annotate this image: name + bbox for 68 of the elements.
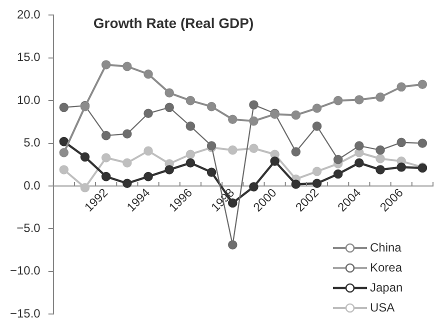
point bbox=[376, 92, 385, 102]
point bbox=[291, 180, 301, 189]
point bbox=[186, 150, 196, 160]
legend-label: Korea bbox=[370, 260, 402, 274]
point bbox=[270, 156, 280, 166]
chart-title: Growth Rate (Real GDP) bbox=[93, 15, 254, 32]
point bbox=[186, 96, 196, 106]
point bbox=[418, 138, 428, 148]
y-tick-label: −10.0 bbox=[10, 264, 41, 278]
point bbox=[101, 172, 111, 182]
point bbox=[396, 82, 406, 92]
y-tick-label: 5.0 bbox=[24, 136, 41, 150]
point bbox=[376, 145, 385, 155]
point bbox=[376, 165, 385, 174]
point bbox=[59, 102, 69, 112]
point bbox=[164, 88, 174, 98]
point bbox=[59, 136, 69, 146]
point bbox=[354, 95, 364, 104]
point bbox=[333, 96, 343, 106]
point bbox=[333, 169, 343, 179]
point bbox=[291, 110, 301, 120]
point bbox=[206, 102, 216, 112]
legend-label: USA bbox=[370, 300, 395, 314]
point bbox=[122, 62, 132, 72]
point bbox=[249, 116, 258, 126]
point bbox=[80, 152, 90, 162]
point bbox=[228, 240, 238, 250]
point bbox=[164, 165, 174, 174]
y-tick-label: 15.0 bbox=[17, 50, 41, 64]
point bbox=[122, 129, 132, 139]
point bbox=[376, 154, 385, 164]
point bbox=[333, 154, 343, 164]
point bbox=[186, 122, 196, 131]
point bbox=[101, 153, 111, 162]
y-tick-label: 0.0 bbox=[24, 178, 41, 192]
legend-label: Japan bbox=[370, 280, 403, 294]
point bbox=[354, 158, 364, 168]
point bbox=[101, 60, 111, 70]
point bbox=[291, 147, 301, 156]
point bbox=[228, 114, 238, 124]
point bbox=[144, 108, 153, 118]
point bbox=[312, 104, 322, 113]
point bbox=[122, 178, 132, 188]
point bbox=[186, 158, 196, 168]
point bbox=[164, 102, 174, 112]
point bbox=[59, 165, 69, 174]
point bbox=[206, 168, 216, 177]
point bbox=[249, 100, 258, 110]
point bbox=[144, 172, 153, 182]
point bbox=[228, 145, 238, 155]
legend-label: China bbox=[370, 240, 402, 254]
point bbox=[312, 166, 322, 176]
point bbox=[396, 162, 406, 172]
point bbox=[122, 158, 132, 168]
point bbox=[396, 138, 406, 148]
point bbox=[144, 69, 153, 79]
point bbox=[312, 178, 322, 188]
point bbox=[144, 146, 153, 156]
y-tick-label: 10.0 bbox=[17, 92, 41, 107]
point bbox=[312, 122, 322, 131]
y-tick-label: 20.0 bbox=[17, 8, 41, 22]
y-tick-label: −15.0 bbox=[10, 306, 41, 320]
point bbox=[101, 130, 111, 140]
point bbox=[354, 141, 364, 150]
point bbox=[249, 144, 258, 154]
point bbox=[418, 80, 428, 89]
y-tick-label: −5.0 bbox=[16, 220, 41, 235]
point bbox=[59, 148, 69, 158]
